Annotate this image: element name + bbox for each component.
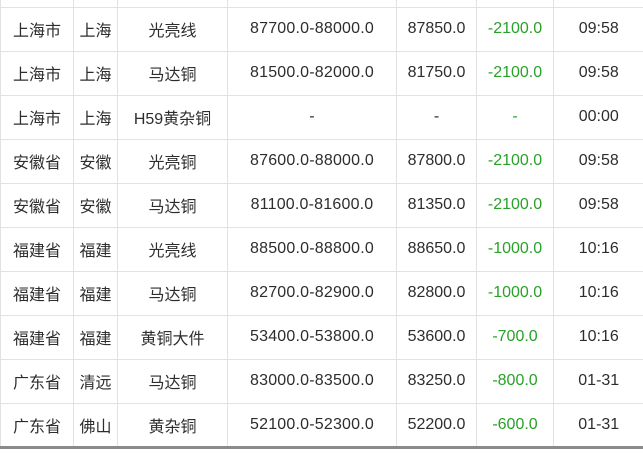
cell-province: 广东省 xyxy=(0,358,74,404)
cell-change: -600.0 xyxy=(476,402,554,448)
cell-city: 上海 xyxy=(73,6,118,52)
cell-product: 马达铜 xyxy=(117,270,228,316)
cell-product: 光亮铜 xyxy=(117,138,228,184)
cell-price: 52200.0 xyxy=(396,402,477,448)
cell-price: 83250.0 xyxy=(396,358,477,404)
cell-price-range: 53400.0-53800.0 xyxy=(227,314,397,360)
cell-city: 福建 xyxy=(73,270,118,316)
cell-change: -800.0 xyxy=(476,358,554,404)
cell-city: 安徽 xyxy=(73,138,118,184)
cell-product: H59黄杂铜 xyxy=(117,94,228,140)
cell-time: 00:00 xyxy=(553,94,643,140)
cell-change: -2100.0 xyxy=(476,138,554,184)
cell-price-range: - xyxy=(227,94,397,140)
cell-province: 广东省 xyxy=(0,402,74,448)
cell-product: 光亮线 xyxy=(117,226,228,272)
clipped-cell xyxy=(227,0,397,8)
quote-row[interactable]: 福建省 福建 光亮线 88500.0-88800.0 88650.0 -1000… xyxy=(0,226,643,272)
cell-time: 09:58 xyxy=(553,182,643,228)
cell-city: 安徽 xyxy=(73,182,118,228)
cell-city: 福建 xyxy=(73,226,118,272)
quote-row[interactable]: 安徽省 安徽 光亮铜 87600.0-88000.0 87800.0 -2100… xyxy=(0,138,643,184)
cell-province: 上海市 xyxy=(0,6,74,52)
cell-time: 09:58 xyxy=(553,138,643,184)
cell-price-range: 87600.0-88000.0 xyxy=(227,138,397,184)
quote-row[interactable]: 广东省 清远 马达铜 83000.0-83500.0 83250.0 -800.… xyxy=(0,358,643,404)
cell-city: 上海 xyxy=(73,50,118,96)
clipped-cell xyxy=(396,0,477,8)
cell-price: - xyxy=(396,94,477,140)
cell-price: 82800.0 xyxy=(396,270,477,316)
cell-time: 10:16 xyxy=(553,226,643,272)
cell-time: 09:58 xyxy=(553,50,643,96)
cell-price-range: 88500.0-88800.0 xyxy=(227,226,397,272)
cell-price-range: 81500.0-82000.0 xyxy=(227,50,397,96)
cell-time: 10:16 xyxy=(553,270,643,316)
cell-price: 81350.0 xyxy=(396,182,477,228)
cell-product: 马达铜 xyxy=(117,50,228,96)
cell-change: - xyxy=(476,94,554,140)
cell-province: 上海市 xyxy=(0,94,74,140)
cell-change: -700.0 xyxy=(476,314,554,360)
quote-row[interactable]: 上海市 上海 H59黄杂铜 - - - 00:00 xyxy=(0,94,643,140)
clipped-cell xyxy=(0,0,74,8)
cell-province: 安徽省 xyxy=(0,182,74,228)
clipped-cell xyxy=(476,0,554,8)
cell-time: 09:58 xyxy=(553,6,643,52)
cell-price-range: 87700.0-88000.0 xyxy=(227,6,397,52)
cell-change: -2100.0 xyxy=(476,50,554,96)
cell-change: -2100.0 xyxy=(476,182,554,228)
cell-city: 福建 xyxy=(73,314,118,360)
cell-province: 上海市 xyxy=(0,50,74,96)
quote-row[interactable]: 福建省 福建 黄铜大件 53400.0-53800.0 53600.0 -700… xyxy=(0,314,643,360)
cell-change: -1000.0 xyxy=(476,226,554,272)
quote-row[interactable]: 上海市 上海 马达铜 81500.0-82000.0 81750.0 -2100… xyxy=(0,50,643,96)
cell-price: 81750.0 xyxy=(396,50,477,96)
cell-city: 清远 xyxy=(73,358,118,404)
cell-province: 福建省 xyxy=(0,270,74,316)
cell-price-range: 81100.0-81600.0 xyxy=(227,182,397,228)
clipped-cell xyxy=(73,0,118,8)
cell-price-range: 83000.0-83500.0 xyxy=(227,358,397,404)
cell-time: 10:16 xyxy=(553,314,643,360)
cell-product: 马达铜 xyxy=(117,358,228,404)
clipped-cell xyxy=(553,0,643,8)
cell-city: 佛山 xyxy=(73,402,118,448)
cell-product: 黄铜大件 xyxy=(117,314,228,360)
cell-product: 马达铜 xyxy=(117,182,228,228)
quote-row[interactable]: 广东省 佛山 黄杂铜 52100.0-52300.0 52200.0 -600.… xyxy=(0,402,643,448)
cell-change: -1000.0 xyxy=(476,270,554,316)
cell-province: 安徽省 xyxy=(0,138,74,184)
quote-row[interactable]: 福建省 福建 马达铜 82700.0-82900.0 82800.0 -1000… xyxy=(0,270,643,316)
cell-province: 福建省 xyxy=(0,314,74,360)
cell-city: 上海 xyxy=(73,94,118,140)
cell-price: 88650.0 xyxy=(396,226,477,272)
quote-row[interactable]: 上海市 上海 光亮线 87700.0-88000.0 87850.0 -2100… xyxy=(0,6,643,52)
cell-time: 01-31 xyxy=(553,402,643,448)
cell-time: 01-31 xyxy=(553,358,643,404)
cell-price: 87850.0 xyxy=(396,6,477,52)
cell-product: 黄杂铜 xyxy=(117,402,228,448)
cell-price-range: 52100.0-52300.0 xyxy=(227,402,397,448)
cell-product: 光亮线 xyxy=(117,6,228,52)
cell-province: 福建省 xyxy=(0,226,74,272)
cell-price: 53600.0 xyxy=(396,314,477,360)
quote-row[interactable]: 安徽省 安徽 马达铜 81100.0-81600.0 81350.0 -2100… xyxy=(0,182,643,228)
cell-change: -2100.0 xyxy=(476,6,554,52)
cell-price-range: 82700.0-82900.0 xyxy=(227,270,397,316)
cell-price: 87800.0 xyxy=(396,138,477,184)
clipped-cell xyxy=(117,0,228,8)
clipped-top-row xyxy=(0,0,643,8)
